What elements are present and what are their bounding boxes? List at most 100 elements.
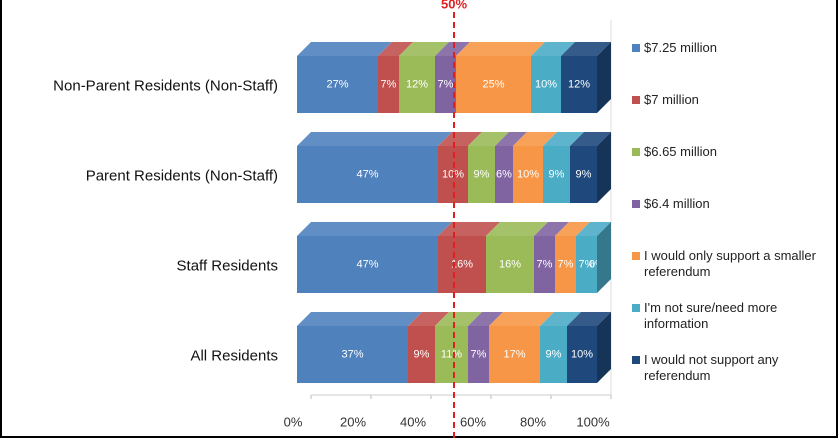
value-label: 27% xyxy=(326,78,348,90)
bar-side-face xyxy=(597,132,611,203)
bar-side-face xyxy=(597,42,611,113)
legend-label: $6.65 million xyxy=(644,144,717,159)
legend-swatch xyxy=(632,148,640,156)
legend-item: I would only support a smaller referendu… xyxy=(632,248,834,280)
value-label: 16% xyxy=(499,258,521,270)
legend-label: I would not support any referendum xyxy=(644,352,779,383)
bar-segment xyxy=(378,56,399,113)
bar-top-face xyxy=(561,42,611,56)
legend-label: I'm not sure/need more information xyxy=(644,300,778,331)
value-label: 11% xyxy=(441,348,462,360)
category-label: Non-Parent Residents (Non-Staff) xyxy=(53,77,278,94)
bar-top-face xyxy=(555,222,590,236)
value-label: 7% xyxy=(381,78,397,90)
bar-top-face xyxy=(297,132,452,146)
bar-segment xyxy=(408,326,435,383)
category-label: Parent Residents (Non-Staff) xyxy=(86,167,278,184)
value-label: 9% xyxy=(576,168,592,180)
legend-swatch xyxy=(632,304,640,312)
bar-top-face xyxy=(297,42,392,56)
bar-segment xyxy=(456,56,531,113)
value-label: 47% xyxy=(356,258,378,270)
value-label: 25% xyxy=(482,78,504,90)
value-label: 9% xyxy=(546,348,562,360)
x-tick-label: 40% xyxy=(400,414,426,429)
bar-top-face xyxy=(543,132,584,146)
legend-item: I'm not sure/need more information xyxy=(632,300,834,332)
legend-swatch xyxy=(632,96,640,104)
x-tick-label: 100% xyxy=(576,414,610,429)
legend-swatch xyxy=(632,356,640,364)
value-label: 12% xyxy=(406,78,428,90)
bar-segment xyxy=(438,236,486,293)
bar-top-face xyxy=(540,312,581,326)
legend-item: $6.4 million xyxy=(632,196,834,212)
bar-segment xyxy=(540,326,567,383)
value-label: 7% xyxy=(558,258,574,270)
value-label: 9% xyxy=(414,348,430,360)
value-label: 7% xyxy=(579,258,595,270)
legend-item: I would not support any referendum xyxy=(632,352,834,384)
bar-side-face xyxy=(597,222,611,293)
legend-item: $7.25 million xyxy=(632,40,834,56)
bar-top-face xyxy=(489,312,554,326)
value-label: 47% xyxy=(356,168,378,180)
bar-top-face xyxy=(378,42,413,56)
bar-segment xyxy=(297,56,378,113)
value-label: 10% xyxy=(517,168,539,180)
legend-swatch xyxy=(632,252,640,260)
bar-segment xyxy=(534,236,555,293)
bar-top-face xyxy=(297,222,452,236)
category-label: All Residents xyxy=(190,347,278,364)
x-tick-label: 20% xyxy=(340,414,366,429)
category-label: Staff Residents xyxy=(177,257,278,274)
bar-top-face xyxy=(297,312,422,326)
bar-segment xyxy=(489,326,540,383)
legend-item: $7 million xyxy=(632,92,834,108)
bar-top-face xyxy=(435,42,470,56)
value-label: 7% xyxy=(471,348,487,360)
bar-top-face xyxy=(576,222,611,236)
value-label: 7% xyxy=(537,258,553,270)
bar-segment xyxy=(570,146,597,203)
bar-segment xyxy=(555,236,576,293)
bar-top-face xyxy=(399,42,449,56)
bar-top-face xyxy=(486,222,548,236)
bar-segment xyxy=(567,326,597,383)
bar-segment xyxy=(468,326,489,383)
bar-top-face xyxy=(438,132,482,146)
reference-label: 50% xyxy=(441,0,467,11)
bar-top-face xyxy=(570,132,611,146)
legend-label: $6.4 million xyxy=(644,196,710,211)
legend-label: $7 million xyxy=(644,92,699,107)
bar-top-face xyxy=(495,132,527,146)
bar-segment xyxy=(297,326,408,383)
value-label: 9% xyxy=(474,168,490,180)
bar-side-face xyxy=(597,312,611,383)
bar-top-face xyxy=(468,312,503,326)
x-tick-label: 0% xyxy=(284,414,303,429)
bar-segment xyxy=(576,236,597,293)
value-label: 7% xyxy=(438,78,454,90)
bar-segment xyxy=(468,146,495,203)
value-label: 6% xyxy=(496,168,512,180)
bar-top-face xyxy=(567,312,611,326)
bar-segment xyxy=(297,236,438,293)
legend-swatch xyxy=(632,44,640,52)
value-label: 10% xyxy=(571,348,593,360)
bar-segment xyxy=(561,56,597,113)
bar-top-face xyxy=(531,42,575,56)
legend-item: $6.65 million xyxy=(632,144,834,160)
bar-top-face xyxy=(456,42,545,56)
bar-segment xyxy=(531,56,561,113)
bar-segment xyxy=(297,146,438,203)
value-label: 17% xyxy=(503,348,525,360)
legend-label: I would only support a smaller referendu… xyxy=(644,248,816,279)
bar-segment xyxy=(543,146,570,203)
value-label: 12% xyxy=(568,78,590,90)
bar-top-face xyxy=(435,312,482,326)
value-label: 37% xyxy=(341,348,363,360)
